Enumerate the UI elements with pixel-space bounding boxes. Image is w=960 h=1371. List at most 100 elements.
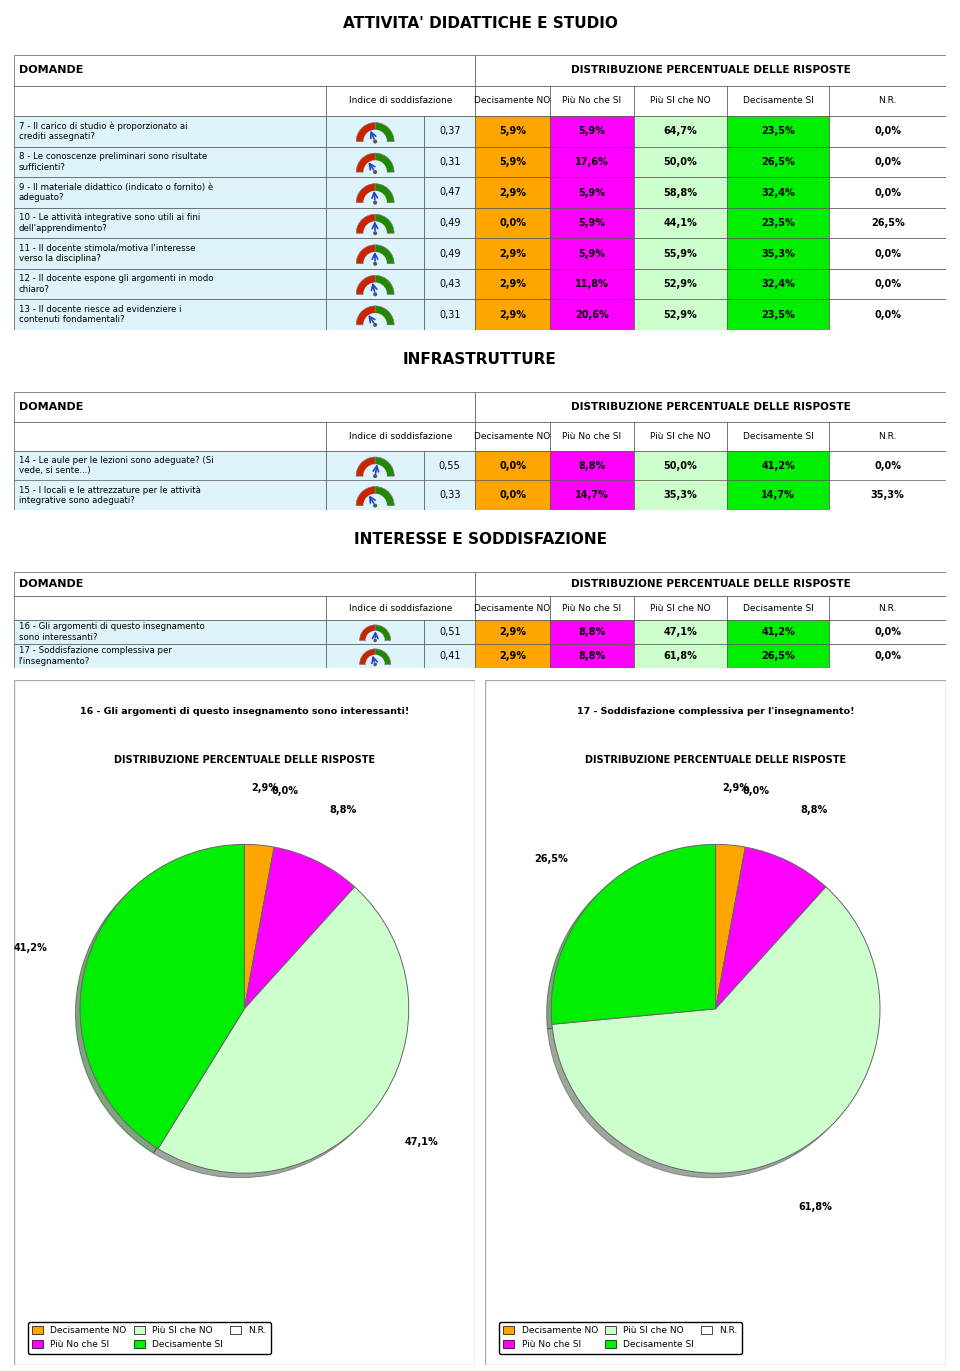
Text: 50,0%: 50,0%	[663, 156, 697, 167]
Text: 0,0%: 0,0%	[875, 126, 901, 136]
Bar	[550, 596, 634, 620]
Bar	[550, 208, 634, 239]
Text: 9 - Il materiale didattico (indicato o fornito) è
adeguato?: 9 - Il materiale didattico (indicato o f…	[18, 182, 213, 202]
Bar	[424, 269, 475, 299]
Bar	[829, 480, 946, 510]
Text: 2,9%: 2,9%	[499, 188, 526, 197]
Text: 0,33: 0,33	[439, 491, 461, 500]
Bar	[550, 269, 634, 299]
Bar	[829, 620, 946, 644]
Bar	[424, 239, 475, 269]
Bar	[550, 177, 634, 208]
Text: Più SI che NO: Più SI che NO	[650, 603, 710, 613]
Text: 0,51: 0,51	[439, 627, 461, 638]
Bar	[475, 299, 550, 330]
Text: 8,8%: 8,8%	[578, 627, 606, 638]
Text: 0,49: 0,49	[439, 248, 461, 259]
Text: 0,47: 0,47	[439, 188, 461, 197]
Text: 26,5%: 26,5%	[761, 651, 795, 661]
Text: 5,9%: 5,9%	[499, 156, 526, 167]
Bar	[14, 239, 326, 269]
Bar	[14, 177, 326, 208]
Bar	[727, 177, 829, 208]
Text: 0,0%: 0,0%	[875, 156, 901, 167]
Text: 8,8%: 8,8%	[578, 651, 606, 661]
Text: Decisamente SI: Decisamente SI	[743, 603, 814, 613]
Bar	[550, 147, 634, 177]
Text: 0,0%: 0,0%	[499, 461, 526, 470]
Bar	[634, 596, 727, 620]
Bar	[727, 480, 829, 510]
Text: 41,2%: 41,2%	[761, 627, 795, 638]
Text: 0,0%: 0,0%	[875, 188, 901, 197]
Text: N.R.: N.R.	[878, 603, 897, 613]
Bar	[14, 480, 326, 510]
Text: 0,0%: 0,0%	[875, 248, 901, 259]
Text: 0,0%: 0,0%	[875, 461, 901, 470]
Text: DOMANDE: DOMANDE	[18, 402, 83, 411]
Text: 35,3%: 35,3%	[871, 491, 904, 500]
Bar	[727, 451, 829, 480]
Legend: Decisamente NO, Più No che SI, Più SI che NO, Decisamente SI, N.R.: Decisamente NO, Più No che SI, Più SI ch…	[28, 1322, 271, 1353]
Bar	[475, 177, 550, 208]
Text: Indice di soddisfazione: Indice di soddisfazione	[349, 432, 452, 440]
Bar	[14, 269, 326, 299]
Bar	[326, 620, 424, 644]
Text: Decisamente SI: Decisamente SI	[743, 96, 814, 106]
Bar	[326, 596, 475, 620]
Text: 2,9%: 2,9%	[499, 651, 526, 661]
Legend: Decisamente NO, Più No che SI, Più SI che NO, Decisamente SI, N.R.: Decisamente NO, Più No che SI, Più SI ch…	[499, 1322, 742, 1353]
Bar	[326, 147, 424, 177]
Bar	[727, 269, 829, 299]
Bar	[475, 147, 550, 177]
Bar	[424, 620, 475, 644]
Text: INFRASTRUTTURE: INFRASTRUTTURE	[403, 352, 557, 367]
Text: 2,9%: 2,9%	[499, 627, 526, 638]
Bar	[550, 451, 634, 480]
Text: Decisamente SI: Decisamente SI	[743, 432, 814, 440]
Bar	[550, 421, 634, 451]
Bar	[727, 620, 829, 644]
Text: 0,37: 0,37	[439, 126, 461, 136]
Text: 10 - Le attività integrative sono utili ai fini
dell'apprendimento?: 10 - Le attività integrative sono utili …	[18, 214, 200, 233]
Bar	[475, 620, 550, 644]
Text: DISTRIBUZIONE PERCENTUALE DELLE RISPOSTE: DISTRIBUZIONE PERCENTUALE DELLE RISPOSTE	[114, 755, 375, 765]
Bar	[326, 239, 424, 269]
Bar	[634, 480, 727, 510]
Text: 2,9%: 2,9%	[499, 280, 526, 289]
Bar	[634, 85, 727, 117]
Text: 0,55: 0,55	[439, 461, 461, 470]
Bar	[634, 644, 727, 668]
Text: 0,31: 0,31	[439, 156, 461, 167]
Text: N.R.: N.R.	[878, 432, 897, 440]
Bar	[475, 596, 550, 620]
Text: 0,0%: 0,0%	[875, 310, 901, 319]
Text: 23,5%: 23,5%	[761, 310, 795, 319]
Text: 61,8%: 61,8%	[663, 651, 697, 661]
Text: 14,7%: 14,7%	[575, 491, 609, 500]
Text: 58,8%: 58,8%	[663, 188, 697, 197]
Text: 16 - Gli argomenti di questo insegnamento sono interessanti!: 16 - Gli argomenti di questo insegnament…	[80, 707, 409, 717]
Bar	[829, 85, 946, 117]
Bar	[634, 421, 727, 451]
Text: 44,1%: 44,1%	[663, 218, 697, 228]
Text: 0,41: 0,41	[439, 651, 461, 661]
Bar	[829, 269, 946, 299]
Text: 0,31: 0,31	[439, 310, 461, 319]
Bar	[634, 208, 727, 239]
Text: 26,5%: 26,5%	[871, 218, 904, 228]
Text: Indice di soddisfazione: Indice di soddisfazione	[349, 96, 452, 106]
Bar	[424, 117, 475, 147]
Bar	[829, 644, 946, 668]
Bar	[424, 177, 475, 208]
Bar	[550, 239, 634, 269]
Bar	[475, 269, 550, 299]
Bar	[550, 480, 634, 510]
Text: DISTRIBUZIONE PERCENTUALE DELLE RISPOSTE: DISTRIBUZIONE PERCENTUALE DELLE RISPOSTE	[585, 755, 846, 765]
Bar	[550, 620, 634, 644]
Bar	[829, 596, 946, 620]
Bar	[326, 451, 424, 480]
Bar	[727, 85, 829, 117]
Bar	[727, 421, 829, 451]
Text: 5,9%: 5,9%	[578, 126, 606, 136]
